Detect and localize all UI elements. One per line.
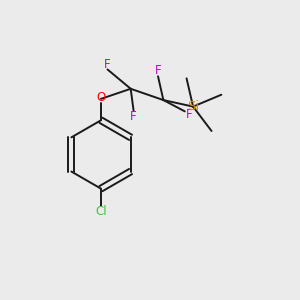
Text: F: F [155,64,161,77]
Text: Si: Si [187,100,199,113]
Text: Cl: Cl [95,205,107,218]
Text: F: F [186,108,193,121]
Text: F: F [130,110,137,123]
Text: O: O [96,91,106,104]
Text: F: F [104,58,111,71]
